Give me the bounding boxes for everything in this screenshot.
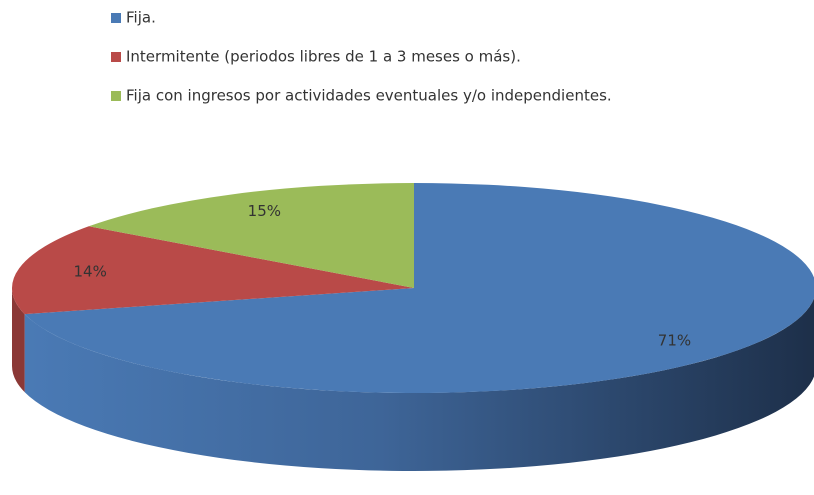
legend-swatch <box>111 91 121 101</box>
value-label: 15% <box>248 202 281 220</box>
slice <box>12 226 414 315</box>
legend-label: Intermitente (periodos libres de 1 a 3 m… <box>126 48 521 66</box>
slice-side <box>12 288 25 393</box>
legend-swatch <box>111 13 121 23</box>
slice <box>24 183 814 393</box>
value-label: 14% <box>74 262 107 280</box>
legend-label: Fija con ingresos por actividades eventu… <box>126 87 612 105</box>
slice <box>88 183 414 288</box>
legend-label: Fija. <box>126 9 156 27</box>
value-label: 71% <box>658 331 691 349</box>
legend-swatch <box>111 52 121 62</box>
slice-side <box>24 298 814 471</box>
